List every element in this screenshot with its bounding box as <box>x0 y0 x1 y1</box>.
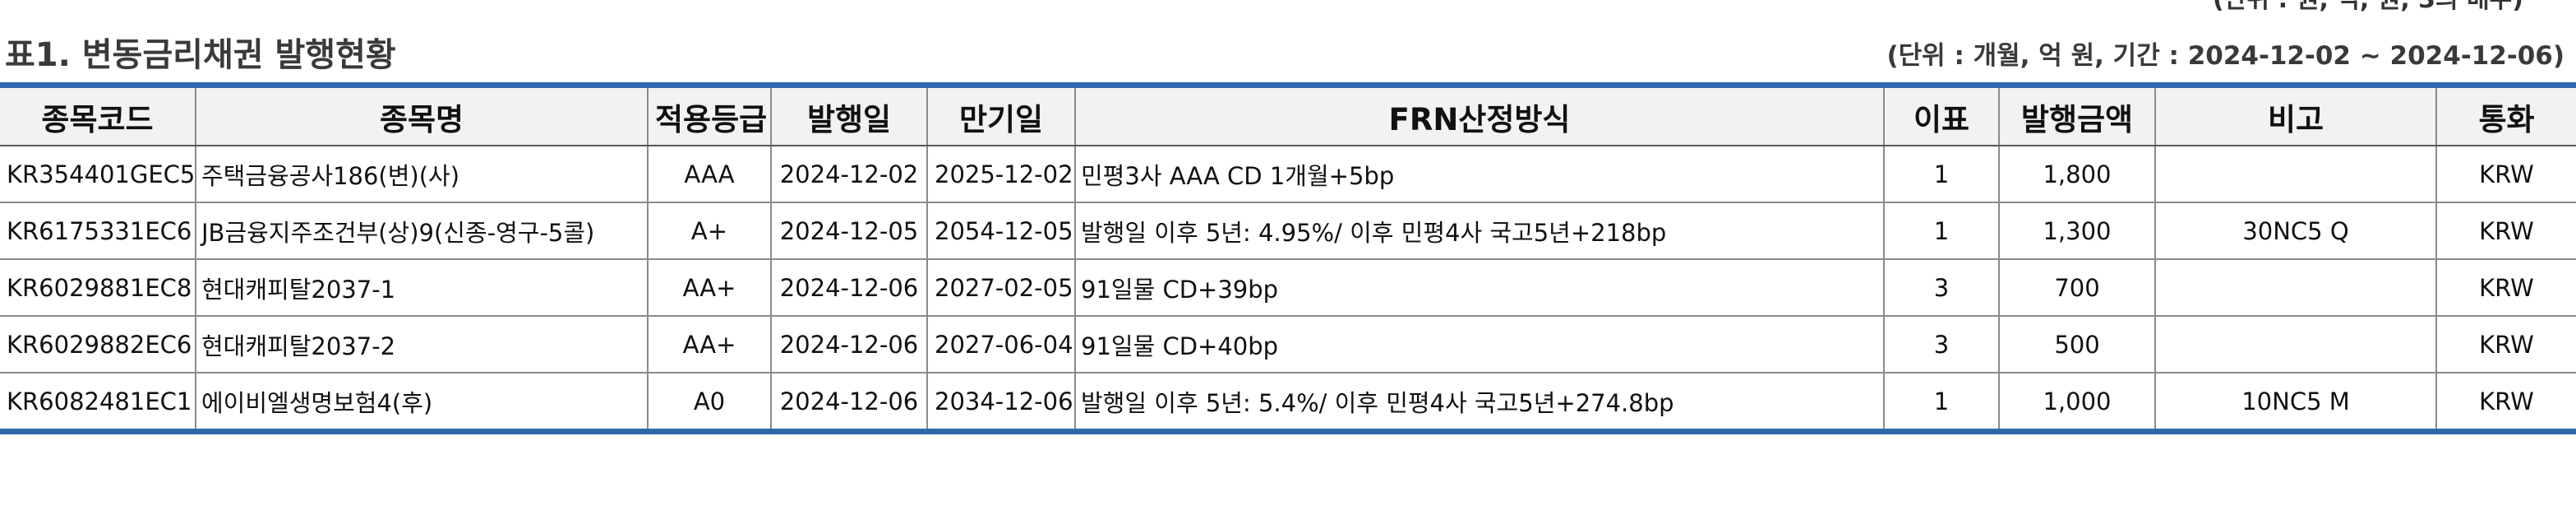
col-header-name: 종목명 <box>195 85 649 146</box>
cell-coupon: 3 <box>1883 316 2000 373</box>
cell-currency: KRW <box>2435 202 2576 260</box>
cell-amount: 1,000 <box>1998 373 2156 432</box>
cell-method: 발행일 이후 5년: 4.95%/ 이후 민평4사 국고5년+218bp <box>1074 202 1885 260</box>
table-header-row: 종목코드 종목명 적용등급 발행일 만기일 FRN산정방식 이표 발행금액 비고… <box>0 85 2576 146</box>
cell-grade: AA+ <box>647 259 772 317</box>
table-title: 표1. 변동금리채권 발행현황 <box>5 36 396 74</box>
cell-note: 10NC5 M <box>2154 373 2437 432</box>
col-header-coupon: 이표 <box>1883 85 2000 146</box>
cell-note <box>2154 259 2437 317</box>
cell-maturity: 2027-02-05 <box>926 259 1076 317</box>
col-header-code: 종목코드 <box>0 85 196 146</box>
col-header-issue-date: 발행일 <box>770 85 928 146</box>
col-header-grade: 적용등급 <box>647 85 772 146</box>
cell-note: 30NC5 Q <box>2154 202 2437 260</box>
cell-currency: KRW <box>2435 146 2576 203</box>
cell-coupon: 3 <box>1883 259 2000 317</box>
cell-note <box>2154 316 2437 373</box>
cell-amount: 700 <box>1998 259 2156 317</box>
cell-amount: 1,800 <box>1998 146 2156 203</box>
cell-code: KR354401GEC5 <box>0 146 196 203</box>
cell-currency: KRW <box>2435 316 2576 373</box>
cell-currency: KRW <box>2435 373 2576 432</box>
page-header-fragment: (단위 : 원, 억, 원, 3의 배수) <box>2213 0 2523 15</box>
cell-coupon: 1 <box>1883 202 2000 260</box>
cell-issue-date: 2024-12-02 <box>770 146 928 203</box>
table-row: KR6082481EC1 에이비엘생명보험4(후) A0 2024-12-06 … <box>0 373 2576 432</box>
table-row: KR6175331EC6 JB금융지주조건부(상)9(신종-영구-5콜) A+ … <box>0 202 2576 260</box>
col-header-currency: 통화 <box>2435 85 2576 146</box>
cell-amount: 1,300 <box>1998 202 2156 260</box>
cell-maturity: 2025-12-02 <box>926 146 1076 203</box>
cell-note <box>2154 146 2437 203</box>
cell-maturity: 2027-06-04 <box>926 316 1076 373</box>
table-row: KR6029881EC8 현대캐피탈2037-1 AA+ 2024-12-06 … <box>0 259 2576 317</box>
cell-code: KR6175331EC6 <box>0 202 196 260</box>
cell-code: KR6029882EC6 <box>0 316 196 373</box>
cell-currency: KRW <box>2435 259 2576 317</box>
col-header-method: FRN산정방식 <box>1074 85 1885 146</box>
cell-grade: A0 <box>647 373 772 432</box>
cell-coupon: 1 <box>1883 373 2000 432</box>
cell-issue-date: 2024-12-06 <box>770 259 928 317</box>
title-row: 표1. 변동금리채권 발행현황 (단위 : 개월, 억 원, 기간 : 2024… <box>0 23 2576 82</box>
frn-issuance-table: 종목코드 종목명 적용등급 발행일 만기일 FRN산정방식 이표 발행금액 비고… <box>0 82 2576 434</box>
cell-code: KR6029881EC8 <box>0 259 196 317</box>
cell-method: 민평3사 AAA CD 1개월+5bp <box>1074 146 1885 203</box>
cell-name: 현대캐피탈2037-1 <box>195 259 649 317</box>
col-header-amount: 발행금액 <box>1998 85 2156 146</box>
col-header-maturity: 만기일 <box>926 85 1076 146</box>
cell-issue-date: 2024-12-06 <box>770 373 928 432</box>
table-row: KR6029882EC6 현대캐피탈2037-2 AA+ 2024-12-06 … <box>0 316 2576 373</box>
cell-method: 91일물 CD+39bp <box>1074 259 1885 317</box>
cell-coupon: 1 <box>1883 146 2000 203</box>
cell-name: JB금융지주조건부(상)9(신종-영구-5콜) <box>195 202 649 260</box>
cell-method: 발행일 이후 5년: 5.4%/ 이후 민평4사 국고5년+274.8bp <box>1074 373 1885 432</box>
table-row: KR354401GEC5 주택금융공사186(변)(사) AAA 2024-12… <box>0 146 2576 203</box>
cell-issue-date: 2024-12-05 <box>770 202 928 260</box>
cell-grade: A+ <box>647 202 772 260</box>
cell-amount: 500 <box>1998 316 2156 373</box>
col-header-note: 비고 <box>2154 85 2437 146</box>
cell-name: 에이비엘생명보험4(후) <box>195 373 649 432</box>
cell-maturity: 2054-12-05 <box>926 202 1076 260</box>
cell-method: 91일물 CD+40bp <box>1074 316 1885 373</box>
cell-code: KR6082481EC1 <box>0 373 196 432</box>
cell-issue-date: 2024-12-06 <box>770 316 928 373</box>
cell-name: 현대캐피탈2037-2 <box>195 316 649 373</box>
cell-maturity: 2034-12-06 <box>926 373 1076 432</box>
cell-name: 주택금융공사186(변)(사) <box>195 146 649 203</box>
cell-grade: AAA <box>647 146 772 203</box>
cell-grade: AA+ <box>647 316 772 373</box>
table-unit-period: (단위 : 개월, 억 원, 기간 : 2024-12-02 ~ 2024-12… <box>1886 41 2564 71</box>
